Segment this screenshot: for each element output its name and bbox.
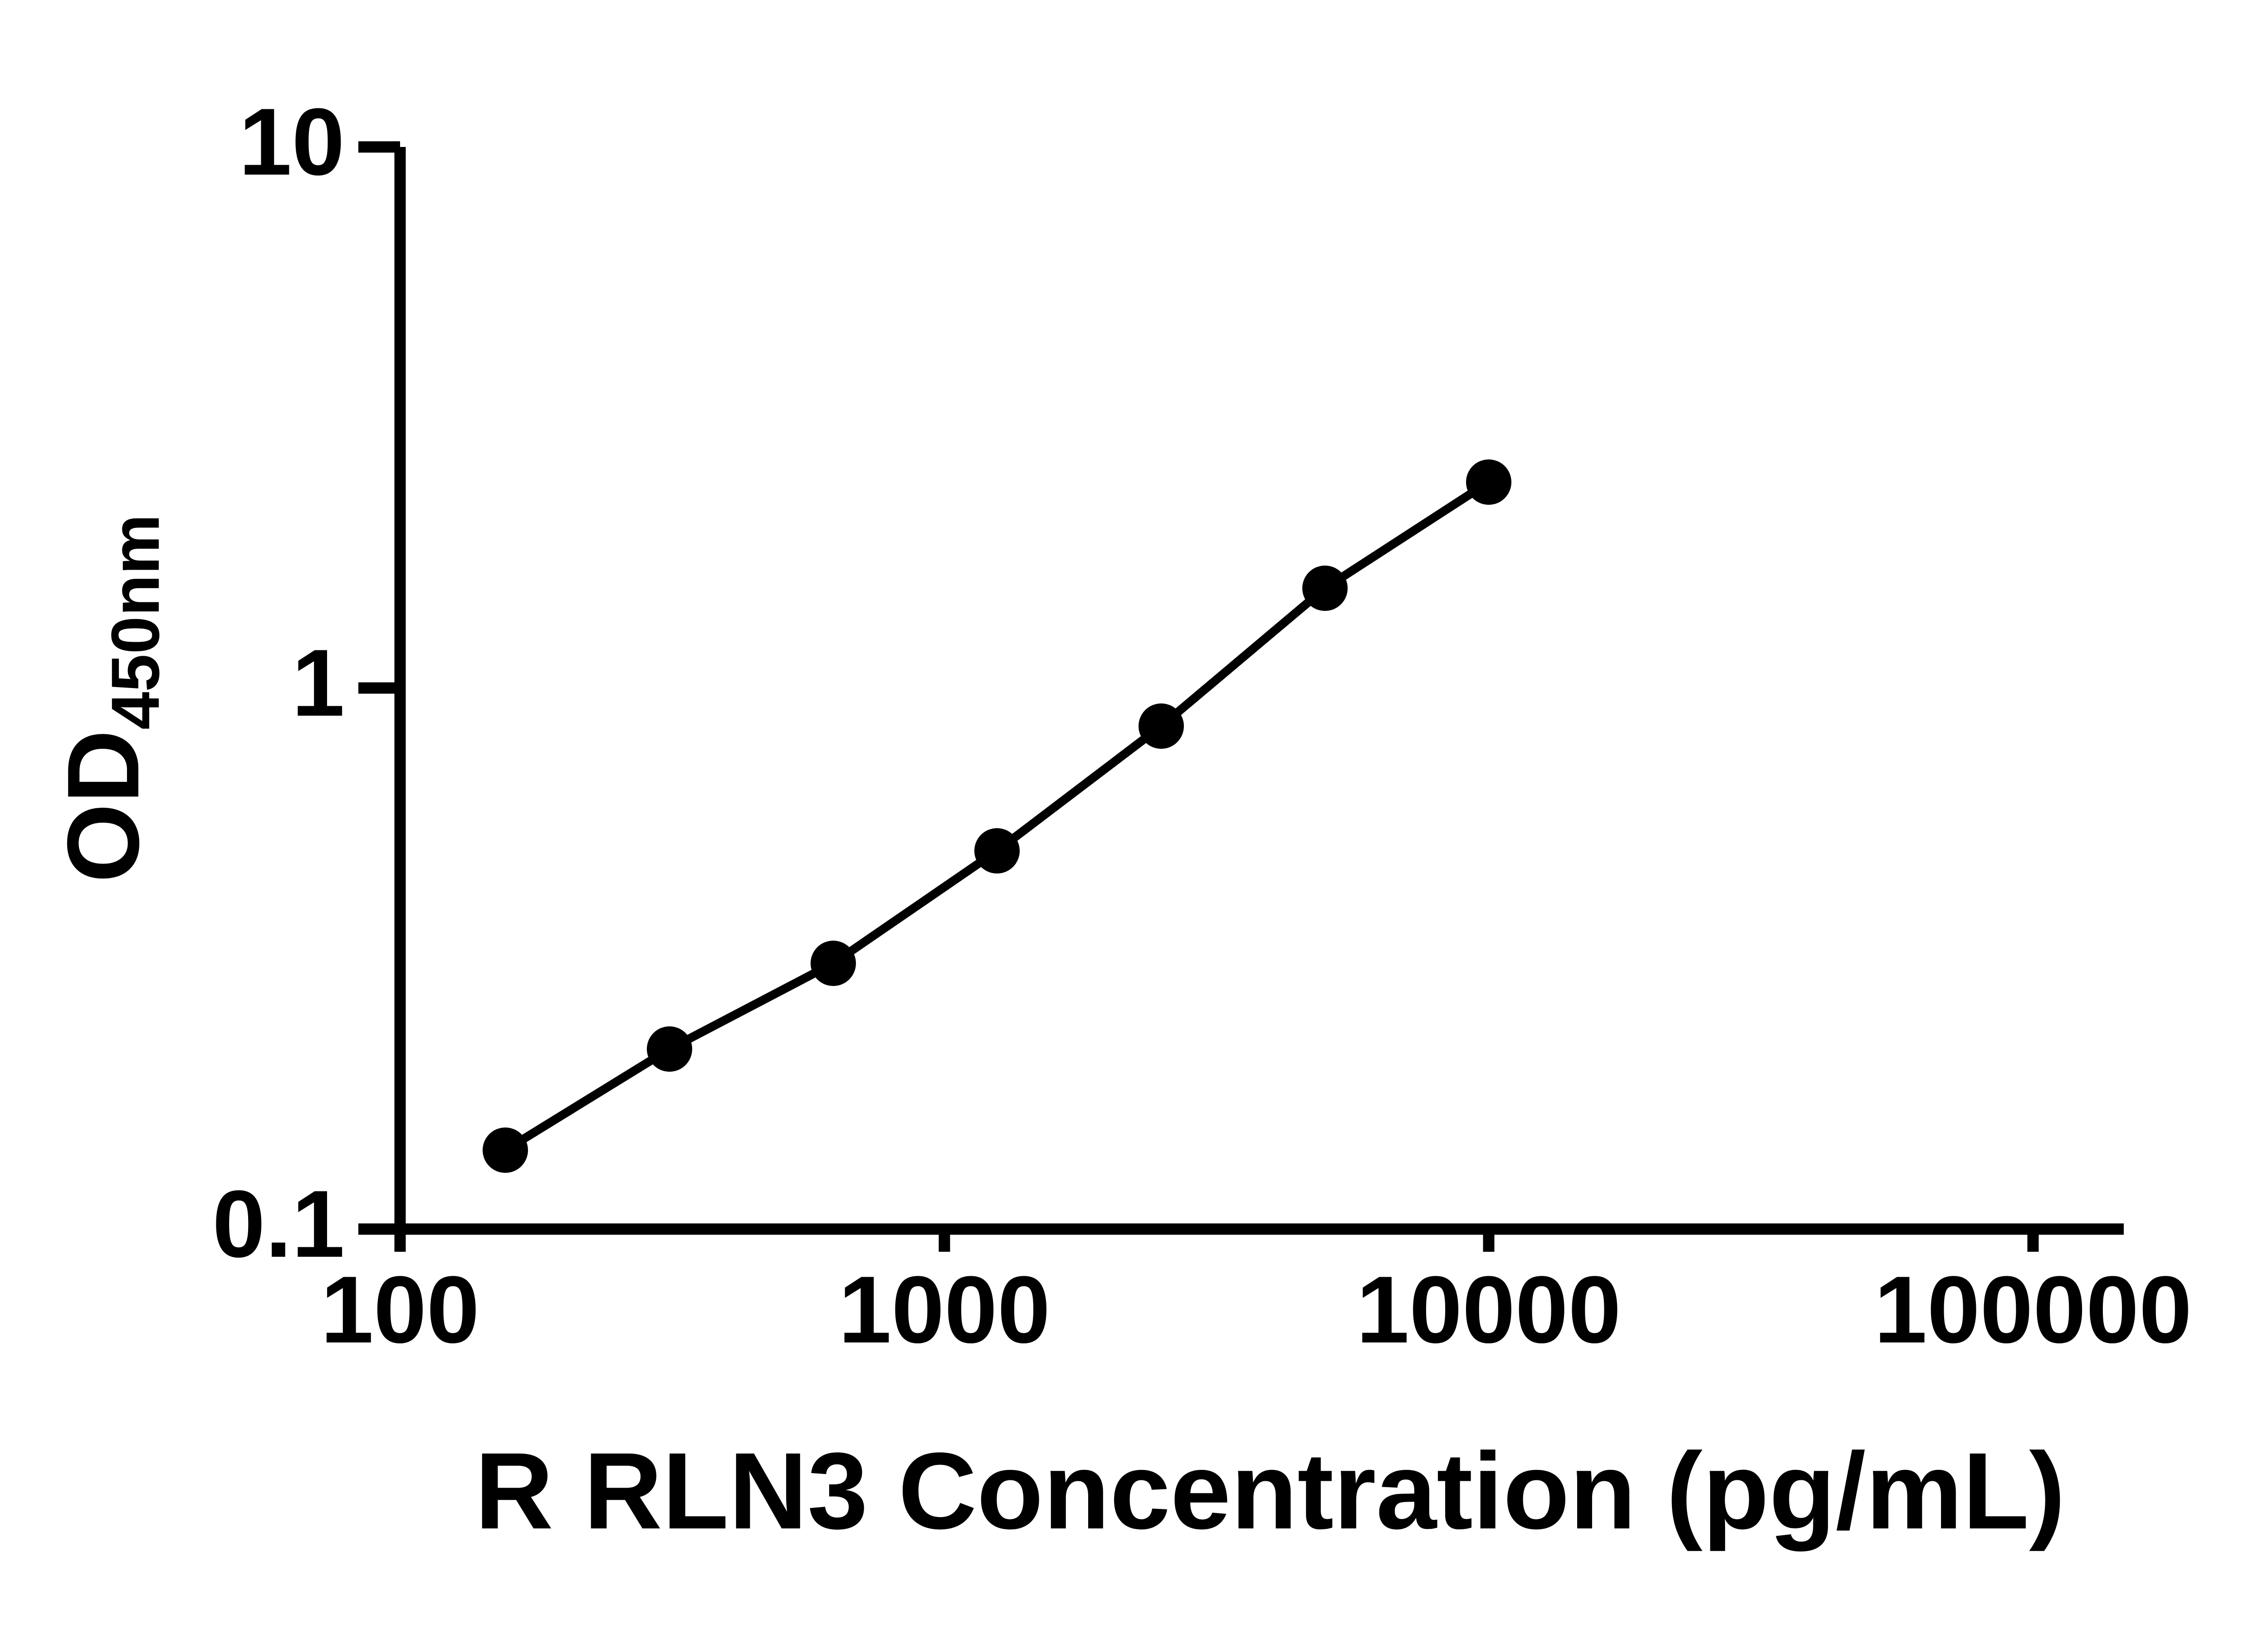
svg-text:100: 100 xyxy=(321,1256,479,1363)
svg-text:OD450nm: OD450nm xyxy=(46,514,173,883)
svg-text:R RLN3 Concentration (pg/mL): R RLN3 Concentration (pg/mL) xyxy=(475,1430,2065,1552)
svg-text:100000: 100000 xyxy=(1874,1256,2192,1363)
svg-text:10000: 10000 xyxy=(1356,1256,1621,1363)
svg-text:10: 10 xyxy=(239,88,345,195)
svg-text:1: 1 xyxy=(292,630,345,736)
svg-text:1000: 1000 xyxy=(838,1256,1050,1363)
